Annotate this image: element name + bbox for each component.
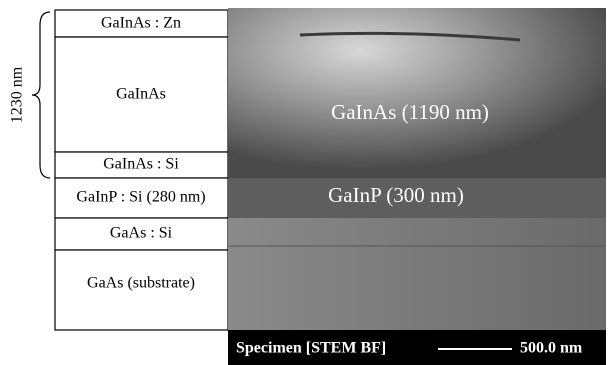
image-label: GaInAs (1190 nm) xyxy=(331,100,489,124)
brace xyxy=(32,12,50,178)
layer-label: GaInAs xyxy=(116,86,166,103)
layer-label: GaInAs : Zn xyxy=(101,15,181,32)
image-label: GaInP (300 nm) xyxy=(328,183,464,207)
micrograph xyxy=(228,8,606,330)
layer-label: GaAs : Si xyxy=(110,225,173,242)
bracket-label: 1230 nm xyxy=(9,66,26,123)
figure: GaInAs : Zn GaInAs GaInAs : Si GaInP : S… xyxy=(0,0,610,365)
layer-label: GaAs (substrate) xyxy=(87,275,195,292)
layer-label: GaInAs : Si xyxy=(103,156,179,173)
scale-label: 500.0 nm xyxy=(520,340,583,357)
layer-label: GaInP : Si (280 nm) xyxy=(76,189,205,206)
caption: Specimen [STEM BF] xyxy=(236,340,386,357)
